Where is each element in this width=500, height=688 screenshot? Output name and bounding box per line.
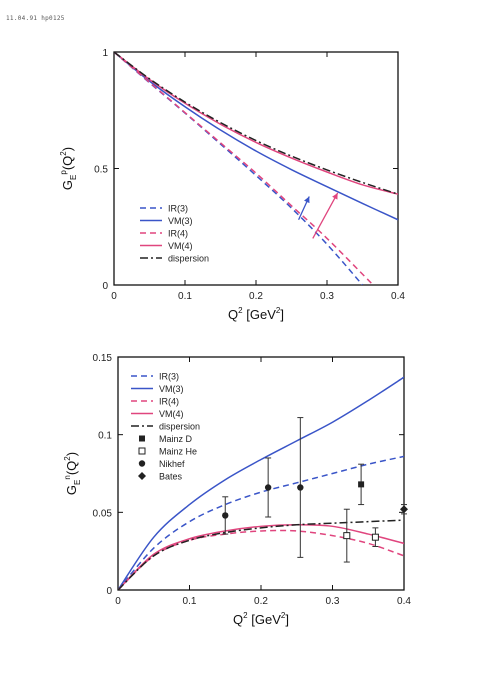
legend-label: dispersion [168, 254, 209, 264]
chart-panel-1: 0 0.1 0.2 0.3 0.4 0 0.5 1 IR(3) VM(3) IR(4) VM(4) di… [59, 48, 405, 322]
legend-marker [138, 447, 146, 455]
data-point-mainz-d [358, 481, 365, 488]
series-line-dispersion [118, 519, 404, 590]
x-label-unit-end: ] [285, 612, 289, 627]
legend-marker [138, 460, 146, 467]
y-axis-label: GEn(Q2) [63, 452, 82, 495]
x-axis-label: Q2 [GeV2] [228, 306, 284, 322]
x-tick-label: 0.3 [326, 596, 340, 607]
x-label-unit: [GeV [248, 612, 282, 627]
x-axis-label: Q2 [GeV2] [233, 611, 289, 627]
legend-label: Mainz He [159, 447, 197, 457]
x-tick-label: 0 [115, 596, 121, 607]
legend-marker [139, 435, 145, 442]
legend-label: IR(4) [159, 397, 179, 407]
y-label-base: G [60, 180, 75, 190]
series-line-ir-4- [118, 529, 404, 590]
legend: IR(3) VM(3) IR(4) VM(4) dispersion Mainz D Mai… [131, 372, 200, 482]
x-tick-label: 0.1 [183, 596, 197, 607]
y-tick-label: 0.05 [93, 508, 113, 519]
data-point-mainz-he [371, 533, 379, 541]
legend: IR(3) VM(3) IR(4) VM(4) dispersion [140, 204, 209, 264]
y-label-sub: E [69, 175, 78, 180]
legend-label: VM(3) [168, 216, 193, 226]
legend-label: Mainz D [159, 434, 193, 444]
legend-label: IR(4) [168, 229, 188, 239]
series-line-dispersion [114, 52, 398, 195]
x-label-base: Q [233, 612, 243, 627]
annotation-arrow-shaft [312, 192, 339, 239]
series-line-vm-4- [114, 52, 398, 195]
legend-label: VM(4) [159, 409, 184, 419]
x-label-unit-end: ] [280, 307, 284, 322]
x-label-unit-sup: 2 [281, 611, 286, 620]
annotation-arrow-head [332, 192, 338, 200]
legend-marker [138, 472, 146, 480]
y-label-sup: n [63, 475, 72, 479]
data-point-nikhef [264, 484, 272, 491]
data-point-nikhef [222, 512, 229, 519]
y-label-base: G [64, 485, 79, 495]
chart-panel-2: 0 0.1 0.2 0.3 0.4 0 0.05 0.1 0.15 IR(3) VM(3) IR(4)… [63, 353, 411, 627]
x-tick-label: 0.1 [178, 291, 192, 302]
y-axis-label: GEp(Q2) [59, 147, 78, 190]
x-tick-label: 0 [111, 291, 117, 302]
x-tick-label: 0.4 [397, 596, 411, 607]
annotation-arrow-head [304, 196, 310, 204]
legend-label: IR(3) [168, 204, 188, 214]
series-line-ir-4- [114, 52, 374, 285]
data-point-bates [400, 505, 408, 514]
legend-label: dispersion [159, 422, 200, 432]
x-label-unit-sup: 2 [276, 306, 281, 315]
y-label-arg: (Q [60, 156, 75, 170]
legend-label: VM(4) [168, 241, 193, 251]
y-tick-label: 0.15 [93, 353, 113, 364]
legend-label: Nikhef [159, 459, 185, 469]
y-label-arg: (Q [64, 461, 79, 475]
y-label-sub: E [73, 480, 82, 485]
y-tick-label: 0 [106, 586, 112, 597]
x-tick-label: 0.2 [249, 291, 263, 302]
x-label-sup: 2 [238, 306, 243, 315]
legend-label: VM(3) [159, 384, 184, 394]
y-label-arg-sup: 2 [59, 151, 68, 156]
x-tick-label: 0.4 [391, 291, 405, 302]
x-label-unit: [GeV [243, 307, 277, 322]
legend-label: Bates [159, 472, 183, 482]
x-tick-label: 0.3 [320, 291, 334, 302]
y-tick-label: 0.1 [98, 431, 112, 442]
x-label-base: Q [228, 307, 238, 322]
series-line-vm-3- [118, 376, 404, 590]
y-label-arg-end: ) [60, 147, 75, 151]
page-header-stamp: 11.04.91 hp0125 [6, 15, 65, 22]
series-line-vm-3- [114, 52, 398, 221]
y-label-arg-end: ) [64, 452, 79, 456]
data-point-mainz-he [343, 532, 351, 540]
y-tick-label: 1 [102, 48, 108, 59]
series-line-vm-4- [118, 524, 404, 590]
y-label-sup: p [59, 170, 68, 175]
x-tick-label: 0.2 [254, 596, 268, 607]
y-label-arg-sup: 2 [63, 456, 72, 461]
x-label-sup: 2 [243, 611, 248, 620]
legend-label: IR(3) [159, 372, 179, 382]
data-point-nikhef [297, 484, 304, 491]
y-tick-label: 0 [102, 281, 108, 292]
y-tick-label: 0.5 [94, 165, 108, 176]
